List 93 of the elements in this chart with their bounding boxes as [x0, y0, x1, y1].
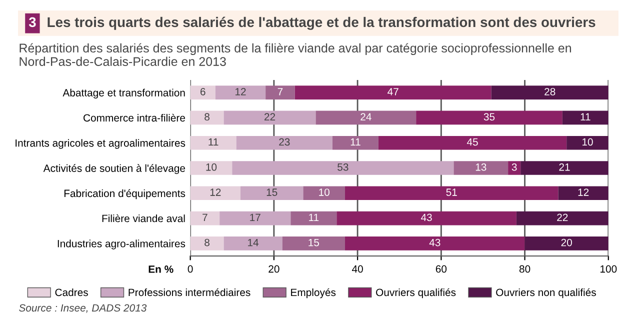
data-label: 43	[429, 238, 440, 246]
data-label: 12	[210, 188, 221, 196]
bar	[332, 136, 378, 150]
bar	[266, 86, 295, 100]
data-label: 20	[561, 238, 572, 246]
bar	[524, 236, 608, 250]
data-label: 11	[350, 138, 360, 146]
bar	[345, 186, 558, 200]
data-label: 15	[266, 188, 278, 196]
y-tick-label: Intrants agricoles et agroalimentaires	[16, 139, 186, 149]
x-tick-label: 20	[268, 265, 280, 273]
bar	[520, 161, 608, 175]
data-label: 8	[204, 238, 210, 246]
bar	[290, 211, 337, 226]
data-label: 10	[206, 163, 217, 171]
legend-label: Professions intermédiaires	[128, 288, 250, 296]
bar	[190, 136, 236, 150]
bar	[454, 161, 508, 175]
data-label: 14	[248, 238, 259, 246]
legend-label: Employés	[291, 288, 336, 298]
y-tick-label: Commerce intra-filière	[84, 114, 185, 122]
data-label: 11	[309, 214, 319, 221]
x-tick-label: 60	[436, 265, 447, 273]
data-label: 7	[278, 88, 283, 96]
data-label: 22	[557, 214, 568, 221]
bar	[190, 186, 240, 200]
chart-title: Les trois quarts des salariés de l'abattage et de la transformation sont des ouvriers	[48, 16, 596, 30]
text: 3	[28, 17, 36, 28]
data-label: 6	[200, 88, 206, 96]
data-label: 15	[308, 238, 320, 246]
bar	[345, 236, 525, 250]
x-axis-title: En %	[148, 266, 174, 273]
bar	[316, 110, 416, 125]
source-note: Source : Insee, DADS 2013	[19, 304, 147, 313]
y-tick-label: Industries agro-alimentaires	[58, 240, 186, 250]
y-tick-label: Filière viande aval	[102, 214, 185, 222]
data-label: 11	[580, 113, 590, 120]
data-label: 10	[582, 138, 593, 146]
bar	[190, 161, 232, 175]
bar	[224, 236, 282, 250]
data-label: 43	[420, 214, 432, 222]
bar	[294, 86, 492, 100]
bar	[240, 186, 304, 200]
bar	[416, 110, 562, 125]
data-label: 3	[512, 163, 517, 171]
y-tick-label: Abattage et transformation	[62, 88, 185, 99]
data-label: 8	[204, 113, 210, 121]
data-label: 10	[319, 188, 330, 196]
bar	[566, 136, 608, 150]
x-tick-label: 100	[600, 265, 617, 273]
bar	[190, 110, 224, 125]
bar	[491, 86, 608, 100]
x-tick-label: 0	[188, 265, 193, 273]
y-tick-label: Fabrication d'équipements	[64, 189, 186, 200]
data-label: 28	[544, 88, 556, 96]
bar	[220, 211, 291, 226]
legend-label: Cadres	[55, 288, 88, 296]
data-label: 11	[208, 138, 218, 146]
data-label: 12	[578, 188, 589, 196]
data-label: 12	[235, 88, 246, 96]
x-tick-label: 80	[519, 265, 530, 273]
bar	[215, 86, 266, 100]
data-label: 45	[466, 138, 478, 146]
bar	[282, 236, 346, 250]
bar	[516, 211, 608, 226]
legend-label: Ouvriers non qualifiés	[496, 288, 596, 298]
x-tick-label: 40	[352, 265, 363, 273]
bar	[303, 186, 346, 200]
data-label: 17	[250, 214, 260, 221]
bar	[236, 136, 332, 150]
bar	[232, 161, 454, 175]
data-label: 24	[360, 113, 372, 120]
bar	[558, 186, 608, 200]
data-label: 47	[388, 88, 398, 96]
data-label: 35	[484, 113, 495, 121]
data-label: 51	[446, 188, 457, 196]
data-label: 21	[559, 163, 570, 171]
y-tick-label: Activités de soutien à l'élevage	[43, 164, 186, 174]
data-label: 22	[264, 113, 276, 120]
legend-label: Ouvriers qualifiés	[376, 288, 456, 298]
data-label: 53	[338, 163, 348, 171]
bar	[190, 86, 216, 100]
data-label: 7	[202, 214, 208, 221]
bar	[224, 110, 316, 125]
bar	[508, 161, 521, 175]
data-label: 23	[279, 138, 290, 146]
bar	[190, 211, 220, 226]
bar	[336, 211, 516, 226]
bar	[562, 110, 608, 125]
chart-subtitle: Répartition des salariés des segments de la filière viande aval par catégorie socioprofessionnelle en Nord-Pas-de-Calais-Picardie en 2013	[20, 43, 572, 66]
bar	[190, 236, 224, 250]
data-label: 13	[476, 163, 486, 171]
bar	[378, 136, 567, 150]
